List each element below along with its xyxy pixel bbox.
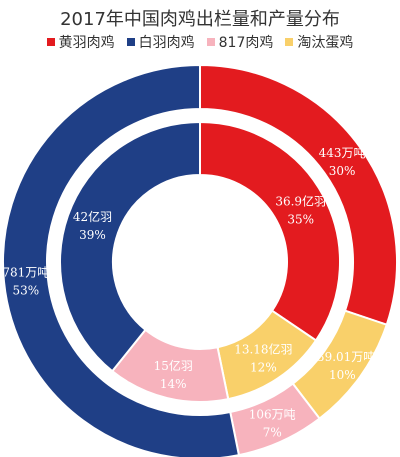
legend: 黄羽肉鸡 白羽肉鸡 817肉鸡 淘汰蛋鸡 [0, 32, 400, 52]
outer-percent-label-1: 53% [13, 283, 40, 297]
inner-percent-label-0: 35% [287, 213, 314, 227]
inner-slice-1[interactable] [59, 120, 201, 373]
legend-item-yellow-feather-broiler[interactable]: 黄羽肉鸡 [46, 32, 115, 52]
outer-value-label-0: 443万吨 [319, 146, 366, 160]
outer-percent-label-2: 7% [263, 425, 282, 439]
inner-value-label-1: 42亿羽 [73, 209, 112, 224]
outer-value-label-1: 781万吨 [2, 265, 49, 279]
legend-item-817-broiler[interactable]: 817肉鸡 [206, 32, 274, 52]
legend-label: 黄羽肉鸡 [58, 35, 115, 51]
chart-title: 2017年中国肉鸡出栏量和产量分布 [60, 9, 340, 30]
legend-swatch [126, 38, 135, 46]
legend-item-culled-laying-hen[interactable]: 淘汰蛋鸡 [285, 32, 353, 52]
legend-label: 淘汰蛋鸡 [297, 35, 354, 51]
inner-value-label-2: 15亿羽 [154, 358, 193, 373]
inner-percent-label-2: 14% [160, 377, 187, 391]
inner-slice-0[interactable] [199, 120, 341, 342]
outer-value-label-2: 106万吨 [249, 407, 296, 421]
outer-percent-label-3: 10% [329, 368, 356, 382]
inner-value-label-3: 13.18亿羽 [234, 342, 292, 357]
legend-swatch [46, 38, 55, 46]
legend-swatch [206, 38, 215, 46]
legend-swatch [285, 38, 294, 46]
inner-percent-label-3: 12% [250, 361, 277, 375]
outer-slice-1[interactable] [2, 63, 241, 457]
legend-label: 817肉鸡 [218, 35, 274, 51]
legend-item-white-feather-broiler[interactable]: 白羽肉鸡 [126, 32, 195, 52]
inner-percent-label-1: 39% [79, 228, 106, 242]
legend-label: 白羽肉鸡 [138, 35, 195, 51]
outer-value-label-3: 139.01万吨 [309, 350, 375, 364]
inner-value-label-0: 36.9亿羽 [275, 194, 326, 209]
outer-percent-label-0: 30% [329, 164, 356, 178]
